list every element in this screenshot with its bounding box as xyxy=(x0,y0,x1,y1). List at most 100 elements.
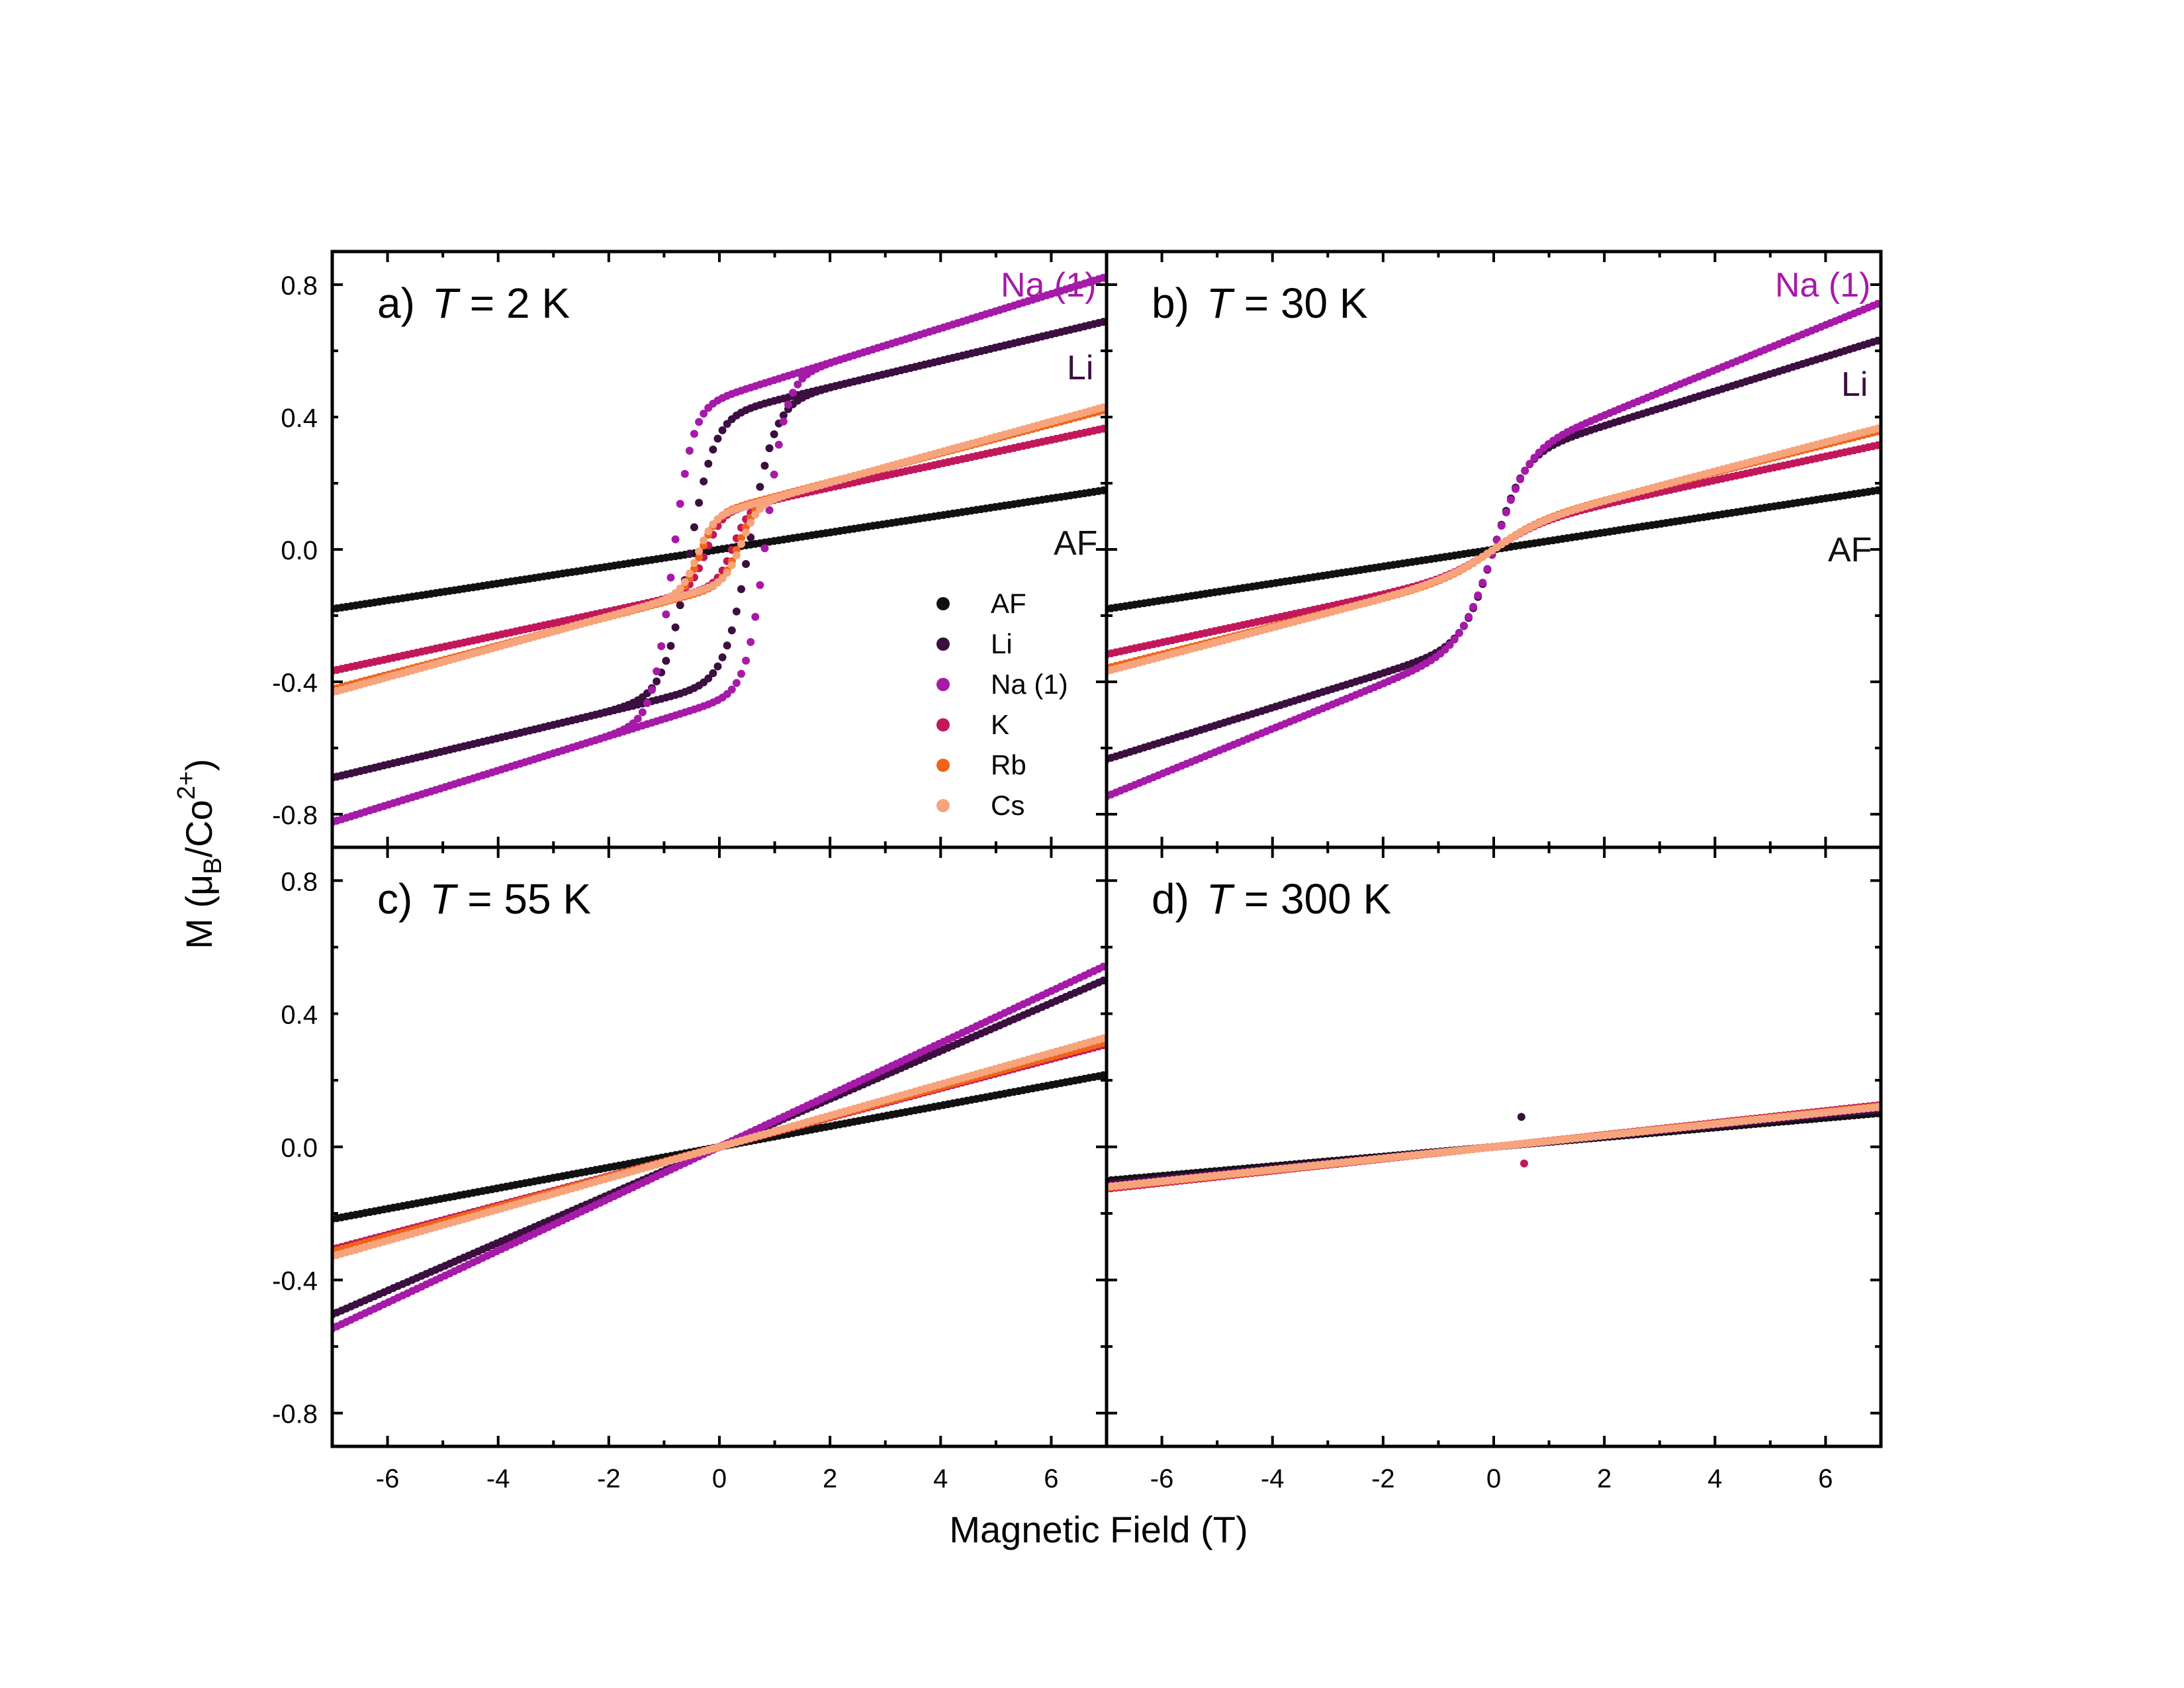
legend-marker xyxy=(936,718,950,731)
y-tick-label: -0.8 xyxy=(272,1400,318,1429)
data-point xyxy=(653,667,661,676)
data-point xyxy=(723,641,731,650)
data-point xyxy=(1099,273,1107,282)
temperature-symbol: T xyxy=(432,279,461,327)
data-point xyxy=(695,553,704,561)
data-point xyxy=(709,445,717,454)
data-point xyxy=(704,527,713,536)
data-point xyxy=(690,559,698,567)
temperature-symbol: T xyxy=(1206,279,1235,327)
temperature-value: = 55 K xyxy=(455,875,591,923)
y-tick-label: -0.4 xyxy=(272,1267,318,1296)
data-point xyxy=(1483,565,1492,573)
data-point xyxy=(695,418,704,426)
data-point xyxy=(671,623,680,632)
data-point xyxy=(1874,424,1881,433)
legend-label: Rb xyxy=(991,749,1026,780)
data-point xyxy=(779,411,788,420)
data-point xyxy=(685,569,694,578)
data-point xyxy=(779,417,788,426)
data-point xyxy=(794,380,802,389)
panels: -0.8-0.40.00.40.8 a) T = 2 K Na (1)LiAFAFLi… xyxy=(272,250,1883,1493)
data-point xyxy=(643,699,651,708)
temperature-symbol: T xyxy=(430,875,458,923)
data-point xyxy=(713,662,722,671)
panel-a: -0.8-0.40.00.40.8 a) T = 2 K Na (1)LiAFAFLi… xyxy=(272,250,1109,849)
data-point xyxy=(1512,485,1520,493)
data-point xyxy=(1099,1034,1107,1043)
data-point xyxy=(676,601,684,610)
curve-label: Li xyxy=(1067,349,1093,387)
curve-label: Na (1) xyxy=(1001,266,1096,305)
legend-marker xyxy=(936,597,950,610)
data-point xyxy=(1530,453,1539,462)
data-point xyxy=(700,536,708,545)
data-point xyxy=(765,506,774,514)
data-point xyxy=(638,708,647,716)
y-tick-label: 0.0 xyxy=(281,536,318,565)
data-point xyxy=(789,389,797,397)
data-point xyxy=(756,483,764,491)
data-point xyxy=(671,535,680,543)
data-point xyxy=(666,573,675,582)
legend-label: AF xyxy=(991,588,1026,619)
data-point xyxy=(737,669,745,678)
data-point xyxy=(695,547,704,555)
x-tick-label: -6 xyxy=(376,1464,400,1493)
data-point xyxy=(1506,496,1515,504)
data-point xyxy=(751,510,760,519)
data-point xyxy=(727,626,736,635)
legend-marker xyxy=(936,799,950,812)
panel-title: c) T = 55 K xyxy=(377,875,591,923)
data-point xyxy=(1099,486,1107,494)
data-point xyxy=(700,477,708,486)
data-point xyxy=(737,534,745,542)
data-point xyxy=(709,669,717,677)
data-point xyxy=(713,434,722,443)
data-point xyxy=(756,581,764,589)
data-point xyxy=(1521,467,1529,475)
data-point xyxy=(742,657,751,665)
series-li xyxy=(332,318,1107,782)
y-tick-label: 0.4 xyxy=(281,404,318,433)
data-point xyxy=(648,686,656,694)
data-points xyxy=(332,273,1107,826)
data-point xyxy=(732,551,741,559)
panel-c: -0.8-0.40.00.40.8-6 -4 -2 0 2 4 6c) T = 55 K xyxy=(272,845,1109,1493)
x-tick-label: -4 xyxy=(486,1464,510,1493)
data-point xyxy=(1469,602,1478,611)
y-tick-label: -0.8 xyxy=(272,801,318,830)
data-point xyxy=(737,585,745,593)
data-point xyxy=(747,518,755,527)
data-point xyxy=(662,610,670,619)
data-point xyxy=(704,459,713,468)
series-cs xyxy=(332,403,1107,696)
panel-letter: a) xyxy=(377,279,415,327)
data-point xyxy=(1479,579,1487,587)
data-point xyxy=(718,653,727,661)
data-point xyxy=(1874,486,1881,494)
series-af xyxy=(1107,486,1881,613)
x-tick-label: 6 xyxy=(1044,1464,1058,1493)
data-point xyxy=(680,578,689,586)
data-point xyxy=(770,430,778,438)
data-point xyxy=(742,528,751,537)
data-point xyxy=(742,560,751,568)
data-point xyxy=(1099,403,1107,412)
y-tick-label: 0.0 xyxy=(281,1134,318,1163)
data-point xyxy=(747,637,755,646)
legend-label: Na (1) xyxy=(991,669,1068,700)
data-point xyxy=(1459,622,1468,630)
data-point xyxy=(732,679,741,687)
panel-title: a) T = 2 K xyxy=(377,279,570,327)
series-cs xyxy=(332,1034,1107,1260)
data-point xyxy=(1445,641,1454,649)
series-cs xyxy=(1107,424,1881,675)
data-point xyxy=(704,674,713,682)
y-tick-label: -0.4 xyxy=(272,669,318,698)
data-point xyxy=(727,685,736,694)
series-na-1- xyxy=(1107,300,1881,800)
